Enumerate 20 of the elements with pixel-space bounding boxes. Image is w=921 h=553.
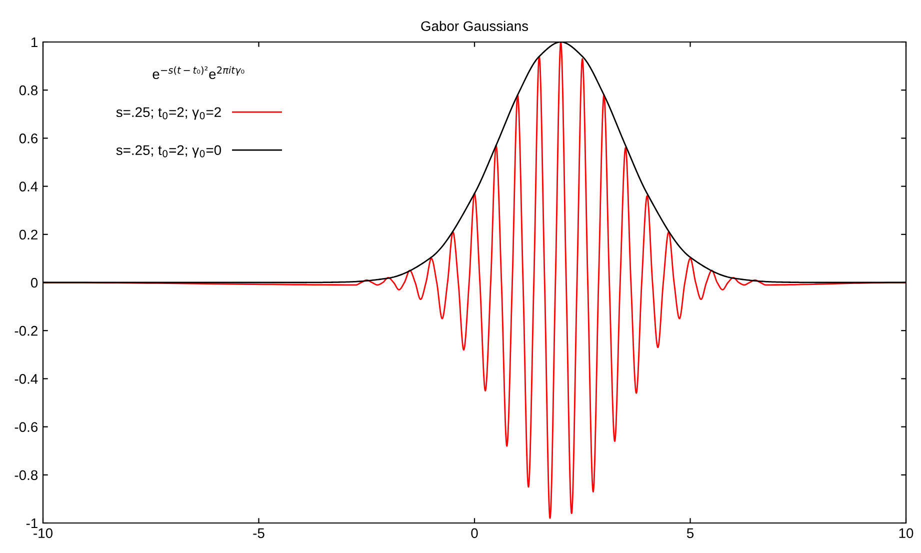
legend-label: s=.25; t$_{0}$=2; γ$_{0}$=0 bbox=[116, 145, 222, 158]
x-tick-label: 0 bbox=[471, 528, 478, 538]
x-tick-label: 10 bbox=[899, 528, 914, 538]
y-tick-label: 0.8 bbox=[19, 85, 38, 96]
y-tick-label: 0 bbox=[30, 278, 38, 288]
y-tick-label: 1 bbox=[31, 37, 38, 48]
x-tick-label: 5 bbox=[686, 528, 694, 538]
legend-title: e$^{−s(t−t₀)²}$e$^{2πitγ₀}$ bbox=[152, 66, 244, 80]
y-tick-label: -0.6 bbox=[14, 422, 38, 432]
y-tick-label: -0.4 bbox=[14, 374, 38, 384]
y-tick-label: -0.8 bbox=[14, 470, 38, 480]
y-tick-label: -1 bbox=[26, 518, 38, 528]
x-tick-label: -5 bbox=[253, 528, 264, 538]
x-tick-label: -10 bbox=[34, 528, 52, 538]
y-tick-label: 0.4 bbox=[19, 182, 38, 192]
y-tick-label: -0.2 bbox=[14, 326, 38, 336]
y-tick-label: 0.6 bbox=[19, 134, 38, 144]
chart-title: Gabor Gaussians bbox=[421, 20, 528, 32]
y-tick-label: 0.2 bbox=[19, 230, 38, 240]
legend-label: s=.25; t$_{0}$=2; γ$_{0}$=2 bbox=[116, 107, 221, 120]
